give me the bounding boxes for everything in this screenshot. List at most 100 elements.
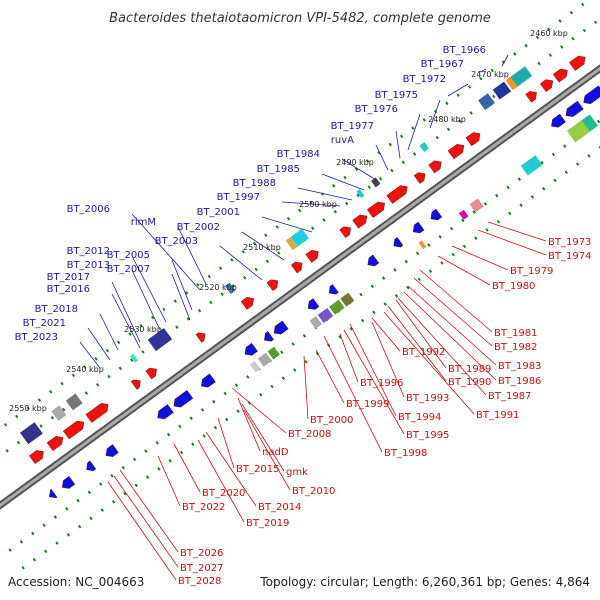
reverse-gene-label[interactable]: BT_2010 [292, 486, 335, 497]
reverse-leader-line [113, 475, 179, 568]
feature-box [147, 328, 173, 352]
forward-leader-line [99, 313, 119, 351]
forward-gene-label[interactable]: BT_2017 [47, 272, 90, 283]
forward-gene-label[interactable]: BT_1972 [403, 74, 446, 85]
forward-leader-line [111, 293, 141, 349]
forward-gene-label[interactable]: BT_2001 [197, 207, 240, 218]
backbone-highlight [0, 66, 600, 508]
reverse-gene-label[interactable]: BT_1980 [492, 281, 535, 292]
feature-box [267, 346, 280, 360]
reverse-gene-label[interactable]: BT_2014 [258, 502, 301, 513]
forward-gene-label[interactable]: BT_1985 [257, 164, 300, 175]
reverse-leader-line [407, 285, 497, 366]
forward-gene-label[interactable]: BT_2013 [67, 260, 110, 271]
reverse-gene-label[interactable]: BT_2019 [246, 518, 289, 529]
reverse-gene-label[interactable]: BT_1979 [510, 266, 553, 277]
forward-gene-label[interactable]: BT_1997 [217, 192, 260, 203]
reverse-gene-label[interactable]: BT_1998 [384, 448, 427, 459]
tick-track [16, 145, 600, 573]
forward-gene-arrow [328, 284, 339, 295]
reverse-gene-label[interactable]: BT_1981 [494, 328, 537, 339]
forward-gene-label[interactable]: rimM [131, 217, 156, 228]
reverse-gene-label[interactable]: BT_1990 [448, 377, 491, 388]
forward-leader-line [171, 273, 191, 321]
reverse-gene-label[interactable]: BT_2027 [180, 563, 223, 574]
forward-gene-label[interactable]: BT_2016 [47, 284, 90, 295]
forward-gene-label[interactable]: BT_1967 [421, 59, 464, 70]
forward-leader-line [131, 213, 201, 291]
forward-gene-label[interactable]: BT_2006 [67, 204, 110, 215]
scale-label: 2490 kbp [336, 158, 374, 167]
scale-label: 2470 kbp [471, 70, 509, 79]
forward-gene-label[interactable]: BT_1984 [277, 149, 320, 160]
reverse-leader-line [451, 245, 509, 271]
forward-gene-label[interactable]: BT_2005 [107, 250, 150, 261]
forward-gene-label[interactable]: BT_1975 [375, 90, 418, 101]
forward-gene-label[interactable]: BT_1976 [355, 104, 398, 115]
reverse-leader-line [119, 469, 179, 553]
reverse-gene-label[interactable]: BT_2022 [182, 502, 225, 513]
reverse-gene-label[interactable]: BT_2028 [178, 576, 221, 587]
reverse-leader-line [487, 221, 547, 242]
scale-label: 2480 kbp [428, 115, 466, 124]
tick-layer [0, 2, 600, 573]
reverse-gene-label[interactable]: BT_1982 [494, 342, 537, 353]
feature-box [419, 142, 429, 152]
reverse-gene-label[interactable]: BT_1995 [406, 430, 449, 441]
forward-gene-arrow [273, 320, 289, 335]
backbone-layer [0, 64, 600, 510]
forward-gene-label[interactable]: BT_2018 [35, 304, 78, 315]
forward-leader-line [261, 216, 313, 233]
scale-label: 2550 kbp [9, 404, 47, 413]
reverse-gene-label[interactable]: BT_2026 [180, 548, 223, 559]
reverse-gene-label[interactable]: BT_1974 [548, 251, 591, 262]
reverse-gene-arrow [195, 332, 206, 343]
reverse-gene-label[interactable]: BT_1996 [360, 378, 403, 389]
reverse-gene-arrow [62, 420, 85, 440]
reverse-gene-label[interactable]: BT_2020 [202, 488, 245, 499]
forward-gene-label[interactable]: BT_2012 [67, 246, 110, 257]
feature-box [510, 66, 533, 87]
reverse-gene-label[interactable]: BT_1991 [476, 410, 519, 421]
reverse-gene-label[interactable]: BT_1999 [346, 399, 389, 410]
reverse-gene-label[interactable]: BT_1994 [398, 412, 441, 423]
forward-gene-label[interactable]: BT_1977 [331, 121, 374, 132]
forward-gene-label[interactable]: BT_2021 [23, 318, 66, 329]
reverse-gene-label[interactable]: BT_2000 [310, 415, 353, 426]
reverse-gene-label[interactable]: BT_1992 [402, 347, 445, 358]
forward-leader-line [219, 245, 263, 281]
reverse-gene-label[interactable]: BT_1989 [448, 364, 491, 375]
forward-gene-label[interactable]: BT_1988 [233, 178, 276, 189]
reverse-leader-line [395, 299, 447, 369]
forward-gene-label[interactable]: BT_2002 [177, 222, 220, 233]
forward-gene-arrow [583, 85, 600, 105]
forward-leader-line [87, 327, 111, 361]
reverse-leader-line [387, 305, 447, 382]
reverse-gene-label[interactable]: nadD [262, 447, 289, 458]
reverse-gene-label[interactable]: BT_2008 [288, 429, 331, 440]
feature-box [478, 93, 495, 111]
tick-track [3, 118, 600, 556]
reverse-gene-arrow [145, 367, 157, 380]
reverse-gene-label[interactable]: BT_1973 [548, 237, 591, 248]
reverse-gene-label[interactable]: BT_1993 [406, 393, 449, 404]
forward-gene-label[interactable]: ruvA [331, 135, 354, 146]
reverse-gene-label[interactable]: BT_1986 [498, 376, 541, 387]
forward-gene-label[interactable]: BT_1966 [443, 45, 486, 56]
reverse-gene-label[interactable]: BT_1983 [498, 361, 541, 372]
forward-gene-label[interactable]: BT_2023 [15, 332, 58, 343]
reverse-gene-arrow [366, 201, 385, 218]
reverse-gene-arrow [539, 79, 554, 93]
feature-box [249, 360, 261, 373]
forward-gene-arrow [551, 113, 566, 128]
reverse-gene-arrow [465, 132, 481, 147]
forward-gene-arrow [61, 475, 76, 489]
reverse-gene-label[interactable]: gmk [286, 467, 308, 478]
reverse-gene-label[interactable]: BT_1987 [488, 391, 531, 402]
reverse-leader-line [339, 333, 359, 383]
reverse-gene-arrow [130, 379, 141, 390]
forward-gene-label[interactable]: BT_2007 [107, 264, 150, 275]
forward-leader-line [297, 187, 353, 201]
forward-gene-label[interactable]: BT_2003 [155, 236, 198, 247]
reverse-gene-label[interactable]: BT_2015 [236, 464, 279, 475]
